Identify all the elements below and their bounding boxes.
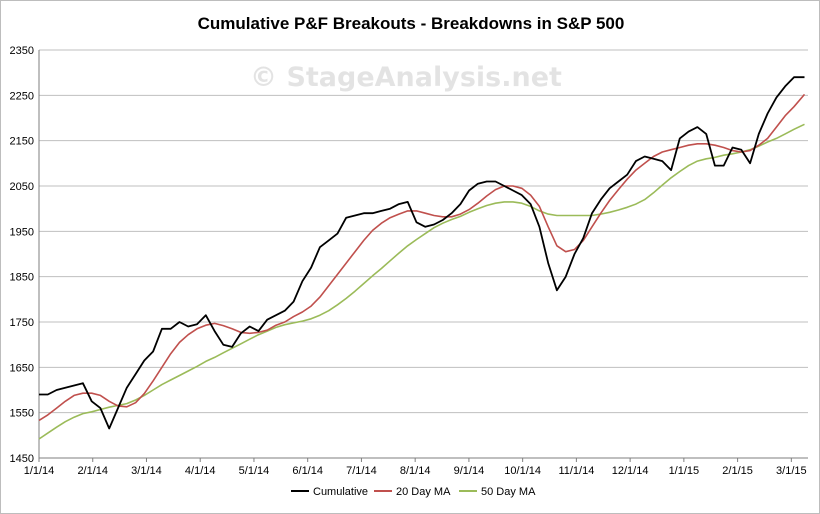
x-tick-label: 8/1/14 [400,465,431,477]
x-tick-label: 9/1/14 [454,465,485,477]
x-tick-label: 2/1/15 [722,465,753,477]
x-tick-label: 1/1/14 [24,465,55,477]
y-tick-label: 1650 [10,362,34,374]
x-tick-label: 1/1/15 [669,465,700,477]
x-tick-label: 4/1/14 [185,465,216,477]
grid-lines [39,49,808,414]
watermark-text: © StageAnalysis.net [250,62,562,93]
y-tick-label: 1850 [10,272,34,284]
20-day-ma-line [38,93,806,422]
x-tick-label: 2/1/14 [77,465,108,477]
x-tick-label: 10/1/14 [504,465,541,477]
y-tick-label: 1450 [10,453,34,465]
50-day-ma-line [38,123,805,440]
x-tick-label: 6/1/14 [292,465,323,477]
y-tick-label: 2050 [10,181,34,193]
series-lines [38,76,806,440]
legend-label: 20 Day MA [396,486,451,498]
tick-labels: 1450 1550 1650 1750 1850 1950 2050 2150 2250 2350… [10,45,807,477]
y-tick-label: 1950 [10,226,34,238]
x-tick-label: 11/1/14 [558,465,594,477]
chart-title: Cumulative P&F Breakouts - Breakdowns in… [198,14,625,33]
x-tick-label: 5/1/14 [239,465,270,477]
x-tick-label: 3/1/14 [131,465,162,477]
x-tick-label: 7/1/14 [346,465,377,477]
legend-label: 50 Day MA [481,486,536,498]
y-tick-label: 1550 [10,408,34,420]
y-tick-label: 2250 [10,90,34,102]
y-tick-label: 1750 [10,317,34,329]
x-tick-label: 12/1/14 [612,465,649,477]
axes [38,50,808,462]
y-tick-label: 2150 [10,136,34,148]
legend: Cumulative 20 Day MA 50 Day MA [291,486,536,498]
y-tick-label: 2350 [10,45,34,57]
legend-label: Cumulative [313,486,368,498]
x-tick-label: 3/1/15 [776,465,807,477]
cumulative-line [39,76,805,430]
